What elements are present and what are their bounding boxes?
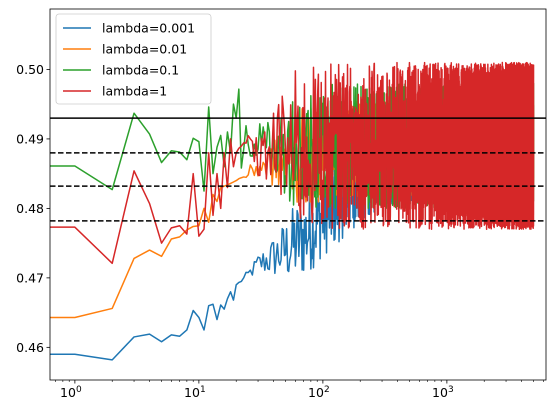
x-axis-ticks: 100 101 102 103 — [55, 380, 544, 400]
legend-box — [55, 13, 212, 105]
series-layer — [50, 61, 535, 361]
y-tick-label: 0.46 — [16, 340, 44, 355]
axes-frame — [49, 8, 547, 381]
y-axis-ticks: 0.46 0.47 0.48 0.49 0.50 — [16, 62, 50, 355]
y-tick-label: 0.50 — [16, 62, 44, 77]
y-tick-label: 0.49 — [16, 131, 44, 146]
legend-label: lambda=0.01 — [102, 42, 187, 57]
series-line-lambda-1 — [50, 61, 535, 265]
legend-label: lambda=1 — [102, 84, 167, 99]
x-tick-label: 101 — [184, 385, 206, 400]
x-tick-label: 103 — [432, 385, 454, 400]
x-tick-label: 100 — [60, 385, 82, 400]
x-tick-label: 102 — [308, 385, 330, 400]
legend-label: lambda=0.001 — [102, 21, 195, 36]
y-tick-label: 0.47 — [16, 270, 44, 285]
legend: lambda=0.001 lambda=0.01 lambda=0.1 lambda=… — [55, 13, 212, 105]
reference-lines — [50, 117, 546, 222]
legend-label: lambda=0.1 — [102, 63, 179, 78]
y-tick-label: 0.48 — [16, 201, 44, 216]
